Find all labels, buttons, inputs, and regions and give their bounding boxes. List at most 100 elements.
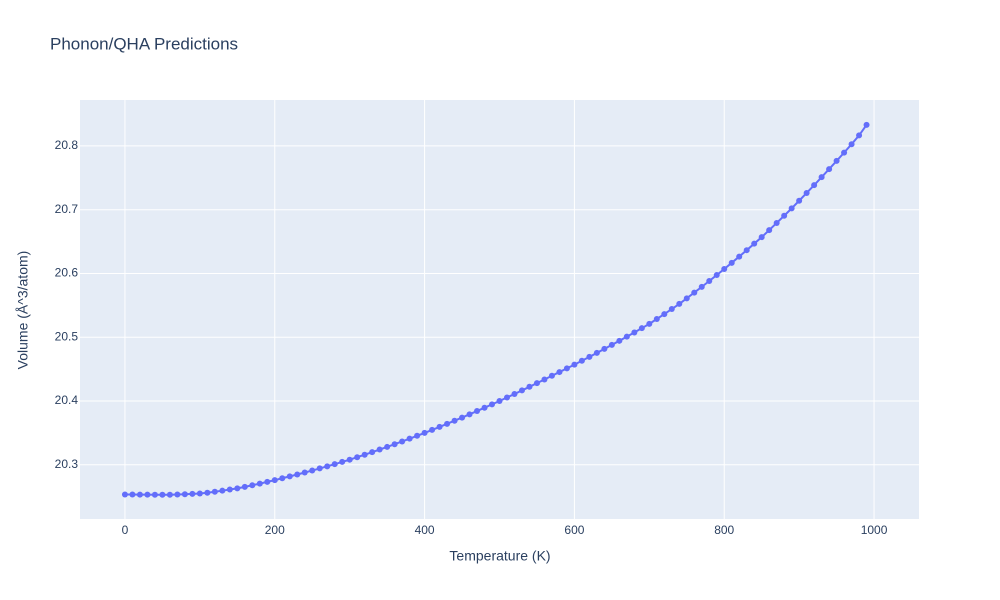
data-point <box>766 227 773 234</box>
chart-title: Phonon/QHA Predictions <box>50 34 238 53</box>
data-point <box>578 357 585 364</box>
data-point <box>616 337 623 344</box>
data-point <box>406 435 413 442</box>
data-point <box>264 478 271 485</box>
data-point <box>189 490 196 497</box>
data-point <box>331 461 338 468</box>
data-point <box>788 205 795 212</box>
data-point <box>166 491 173 498</box>
data-point <box>421 429 428 436</box>
data-point <box>211 488 218 495</box>
data-point <box>481 404 488 411</box>
data-point <box>204 489 211 496</box>
data-point <box>451 417 458 424</box>
data-point <box>683 295 690 302</box>
x-tick-label: 800 <box>714 523 734 537</box>
data-point <box>841 149 848 156</box>
data-point <box>563 365 570 372</box>
data-point <box>601 345 608 352</box>
x-tick-label: 400 <box>415 523 435 537</box>
data-point <box>721 266 728 273</box>
data-point <box>241 483 248 490</box>
data-point <box>863 121 870 128</box>
y-tick-label: 20.8 <box>55 138 79 152</box>
data-point <box>676 300 683 307</box>
data-point <box>151 491 158 498</box>
data-point <box>391 441 398 448</box>
data-point <box>174 491 181 498</box>
data-point <box>526 383 533 390</box>
data-point <box>219 487 226 494</box>
data-point <box>811 182 818 189</box>
data-point <box>429 426 436 433</box>
data-point <box>249 482 256 489</box>
data-point <box>301 469 308 476</box>
x-tick-label: 600 <box>564 523 584 537</box>
data-point <box>309 467 316 474</box>
data-point <box>848 141 855 148</box>
data-point <box>496 398 503 405</box>
data-point <box>256 480 263 487</box>
data-point <box>631 329 638 336</box>
data-point <box>196 490 203 497</box>
data-point <box>324 463 331 470</box>
data-point <box>361 451 368 458</box>
data-point <box>129 491 136 498</box>
data-point <box>571 361 578 368</box>
data-point <box>736 253 743 260</box>
data-point <box>489 401 496 408</box>
data-point <box>466 411 473 418</box>
data-point <box>638 325 645 332</box>
data-point <box>691 289 698 296</box>
data-point <box>121 491 128 498</box>
data-point <box>743 247 750 254</box>
data-point <box>384 443 391 450</box>
data-point <box>556 369 563 376</box>
data-point <box>586 353 593 360</box>
data-point <box>144 491 151 498</box>
data-point <box>518 387 525 394</box>
data-point <box>758 234 765 241</box>
data-point <box>781 212 788 219</box>
data-point <box>226 486 233 493</box>
x-axis-label: Temperature (K) <box>449 548 550 564</box>
data-point <box>459 414 466 421</box>
data-point <box>856 132 863 139</box>
data-point <box>294 471 301 478</box>
data-point <box>436 423 443 430</box>
data-point <box>376 446 383 453</box>
data-point <box>181 491 188 498</box>
data-point <box>728 259 735 266</box>
data-point <box>346 456 353 463</box>
y-tick-label: 20.5 <box>55 329 79 343</box>
data-point <box>698 283 705 290</box>
data-point <box>751 240 758 247</box>
data-point <box>773 219 780 226</box>
data-point <box>354 454 361 461</box>
data-point <box>234 485 241 492</box>
data-point <box>369 449 376 456</box>
data-point <box>706 277 713 284</box>
x-tick-label: 1000 <box>861 523 888 537</box>
y-tick-label: 20.7 <box>55 202 79 216</box>
data-point <box>646 320 653 327</box>
data-point <box>286 473 293 480</box>
data-line <box>124 124 868 496</box>
y-axis-label: Volume (Å^3/atom) <box>15 251 31 370</box>
data-point <box>159 491 166 498</box>
data-point <box>826 166 833 173</box>
data-point <box>593 349 600 356</box>
x-tick-label: 200 <box>265 523 285 537</box>
y-tick-label: 20.4 <box>55 393 79 407</box>
data-point <box>271 477 278 484</box>
data-point <box>414 432 421 439</box>
data-point <box>668 306 675 313</box>
y-tick-label: 20.6 <box>55 266 79 280</box>
data-point <box>511 391 518 398</box>
data-point <box>796 197 803 204</box>
data-point <box>399 438 406 445</box>
data-point <box>713 272 720 279</box>
data-point <box>608 341 615 348</box>
data-point <box>661 311 668 318</box>
